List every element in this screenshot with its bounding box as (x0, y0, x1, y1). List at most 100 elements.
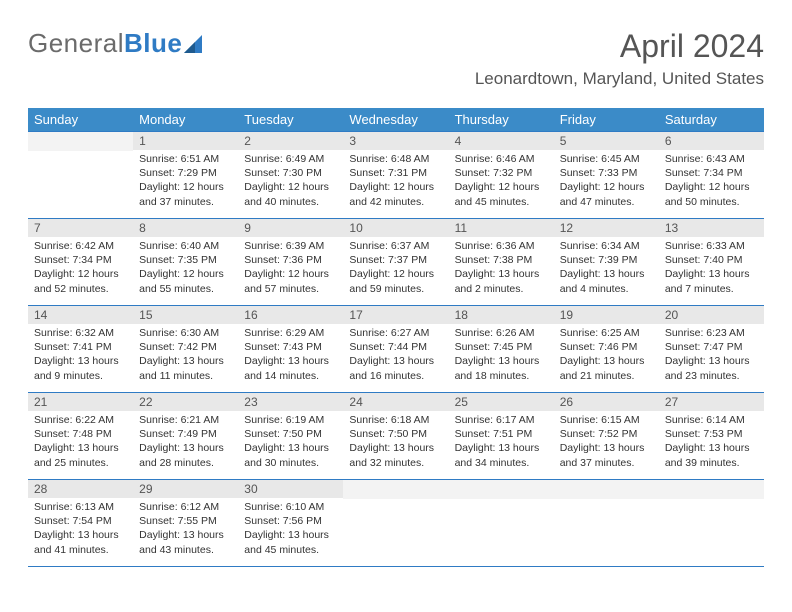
daylight-line: Daylight: 13 hours and 11 minutes. (139, 354, 232, 382)
calendar-body: 1Sunrise: 6:51 AMSunset: 7:29 PMDaylight… (28, 131, 764, 566)
sunrise-line: Sunrise: 6:15 AM (560, 413, 653, 427)
sunset-line: Sunset: 7:44 PM (349, 340, 442, 354)
sunset-line: Sunset: 7:45 PM (455, 340, 548, 354)
brand-part1: General (28, 28, 124, 59)
calendar-day-cell: 22Sunrise: 6:21 AMSunset: 7:49 PMDayligh… (133, 393, 238, 479)
day-content: Sunrise: 6:26 AMSunset: 7:45 PMDaylight:… (449, 324, 554, 389)
calendar-day-cell: 3Sunrise: 6:48 AMSunset: 7:31 PMDaylight… (343, 132, 448, 218)
sunset-line: Sunset: 7:46 PM (560, 340, 653, 354)
daylight-line: Daylight: 13 hours and 25 minutes. (34, 441, 127, 469)
daylight-line: Daylight: 13 hours and 39 minutes. (665, 441, 758, 469)
daylight-line: Daylight: 13 hours and 9 minutes. (34, 354, 127, 382)
sunset-line: Sunset: 7:40 PM (665, 253, 758, 267)
calendar-day-cell: 5Sunrise: 6:45 AMSunset: 7:33 PMDaylight… (554, 132, 659, 218)
sunset-line: Sunset: 7:34 PM (665, 166, 758, 180)
day-number: 28 (28, 480, 133, 498)
sunset-line: Sunset: 7:35 PM (139, 253, 232, 267)
day-number: 4 (449, 132, 554, 150)
calendar-day-cell: 2Sunrise: 6:49 AMSunset: 7:30 PMDaylight… (238, 132, 343, 218)
calendar-header-cell: Sunday (28, 108, 133, 131)
daylight-line: Daylight: 13 hours and 4 minutes. (560, 267, 653, 295)
day-number: 13 (659, 219, 764, 237)
calendar-empty-cell (554, 480, 659, 566)
calendar-day-cell: 11Sunrise: 6:36 AMSunset: 7:38 PMDayligh… (449, 219, 554, 305)
calendar-day-cell: 8Sunrise: 6:40 AMSunset: 7:35 PMDaylight… (133, 219, 238, 305)
sunset-line: Sunset: 7:38 PM (455, 253, 548, 267)
day-content: Sunrise: 6:37 AMSunset: 7:37 PMDaylight:… (343, 237, 448, 302)
day-number (28, 132, 133, 151)
day-content: Sunrise: 6:48 AMSunset: 7:31 PMDaylight:… (343, 150, 448, 215)
sunrise-line: Sunrise: 6:36 AM (455, 239, 548, 253)
daylight-line: Daylight: 12 hours and 40 minutes. (244, 180, 337, 208)
day-number: 27 (659, 393, 764, 411)
calendar-header-cell: Tuesday (238, 108, 343, 131)
day-content: Sunrise: 6:40 AMSunset: 7:35 PMDaylight:… (133, 237, 238, 302)
day-content: Sunrise: 6:27 AMSunset: 7:44 PMDaylight:… (343, 324, 448, 389)
calendar-empty-cell (343, 480, 448, 566)
daylight-line: Daylight: 13 hours and 43 minutes. (139, 528, 232, 556)
day-number: 19 (554, 306, 659, 324)
sunrise-line: Sunrise: 6:21 AM (139, 413, 232, 427)
day-number: 24 (343, 393, 448, 411)
calendar-day-cell: 15Sunrise: 6:30 AMSunset: 7:42 PMDayligh… (133, 306, 238, 392)
sunset-line: Sunset: 7:48 PM (34, 427, 127, 441)
sunrise-line: Sunrise: 6:27 AM (349, 326, 442, 340)
sunset-line: Sunset: 7:55 PM (139, 514, 232, 528)
sunrise-line: Sunrise: 6:46 AM (455, 152, 548, 166)
calendar-week-row: 14Sunrise: 6:32 AMSunset: 7:41 PMDayligh… (28, 305, 764, 392)
sunset-line: Sunset: 7:37 PM (349, 253, 442, 267)
day-number: 18 (449, 306, 554, 324)
daylight-line: Daylight: 13 hours and 2 minutes. (455, 267, 548, 295)
day-content: Sunrise: 6:10 AMSunset: 7:56 PMDaylight:… (238, 498, 343, 563)
sunrise-line: Sunrise: 6:25 AM (560, 326, 653, 340)
daylight-line: Daylight: 13 hours and 28 minutes. (139, 441, 232, 469)
day-content: Sunrise: 6:17 AMSunset: 7:51 PMDaylight:… (449, 411, 554, 476)
calendar-day-cell: 23Sunrise: 6:19 AMSunset: 7:50 PMDayligh… (238, 393, 343, 479)
sunset-line: Sunset: 7:50 PM (349, 427, 442, 441)
calendar-header-row: SundayMondayTuesdayWednesdayThursdayFrid… (28, 108, 764, 131)
sunrise-line: Sunrise: 6:39 AM (244, 239, 337, 253)
day-content: Sunrise: 6:29 AMSunset: 7:43 PMDaylight:… (238, 324, 343, 389)
calendar-day-cell: 10Sunrise: 6:37 AMSunset: 7:37 PMDayligh… (343, 219, 448, 305)
calendar-day-cell: 21Sunrise: 6:22 AMSunset: 7:48 PMDayligh… (28, 393, 133, 479)
sunrise-line: Sunrise: 6:29 AM (244, 326, 337, 340)
calendar-day-cell: 30Sunrise: 6:10 AMSunset: 7:56 PMDayligh… (238, 480, 343, 566)
calendar-grid: SundayMondayTuesdayWednesdayThursdayFrid… (28, 108, 764, 567)
daylight-line: Daylight: 13 hours and 14 minutes. (244, 354, 337, 382)
sunset-line: Sunset: 7:36 PM (244, 253, 337, 267)
day-content: Sunrise: 6:14 AMSunset: 7:53 PMDaylight:… (659, 411, 764, 476)
calendar-day-cell: 18Sunrise: 6:26 AMSunset: 7:45 PMDayligh… (449, 306, 554, 392)
calendar-day-cell: 4Sunrise: 6:46 AMSunset: 7:32 PMDaylight… (449, 132, 554, 218)
calendar-day-cell: 1Sunrise: 6:51 AMSunset: 7:29 PMDaylight… (133, 132, 238, 218)
day-number: 25 (449, 393, 554, 411)
calendar-day-cell: 9Sunrise: 6:39 AMSunset: 7:36 PMDaylight… (238, 219, 343, 305)
sunset-line: Sunset: 7:42 PM (139, 340, 232, 354)
daylight-line: Daylight: 13 hours and 23 minutes. (665, 354, 758, 382)
sunrise-line: Sunrise: 6:43 AM (665, 152, 758, 166)
daylight-line: Daylight: 13 hours and 45 minutes. (244, 528, 337, 556)
calendar-header-cell: Monday (133, 108, 238, 131)
sunrise-line: Sunrise: 6:49 AM (244, 152, 337, 166)
day-number (449, 480, 554, 499)
daylight-line: Daylight: 13 hours and 32 minutes. (349, 441, 442, 469)
brand-part2: Blue (124, 28, 182, 59)
calendar-day-cell: 16Sunrise: 6:29 AMSunset: 7:43 PMDayligh… (238, 306, 343, 392)
sunset-line: Sunset: 7:31 PM (349, 166, 442, 180)
day-number (659, 480, 764, 499)
day-number (343, 480, 448, 499)
daylight-line: Daylight: 12 hours and 50 minutes. (665, 180, 758, 208)
calendar-day-cell: 14Sunrise: 6:32 AMSunset: 7:41 PMDayligh… (28, 306, 133, 392)
sunrise-line: Sunrise: 6:19 AM (244, 413, 337, 427)
day-number: 1 (133, 132, 238, 150)
daylight-line: Daylight: 13 hours and 30 minutes. (244, 441, 337, 469)
daylight-line: Daylight: 12 hours and 57 minutes. (244, 267, 337, 295)
calendar-week-row: 1Sunrise: 6:51 AMSunset: 7:29 PMDaylight… (28, 131, 764, 218)
day-number: 29 (133, 480, 238, 498)
day-content: Sunrise: 6:21 AMSunset: 7:49 PMDaylight:… (133, 411, 238, 476)
sunrise-line: Sunrise: 6:17 AM (455, 413, 548, 427)
calendar-week-row: 7Sunrise: 6:42 AMSunset: 7:34 PMDaylight… (28, 218, 764, 305)
daylight-line: Daylight: 12 hours and 59 minutes. (349, 267, 442, 295)
day-number: 3 (343, 132, 448, 150)
calendar-day-cell: 6Sunrise: 6:43 AMSunset: 7:34 PMDaylight… (659, 132, 764, 218)
sunset-line: Sunset: 7:54 PM (34, 514, 127, 528)
